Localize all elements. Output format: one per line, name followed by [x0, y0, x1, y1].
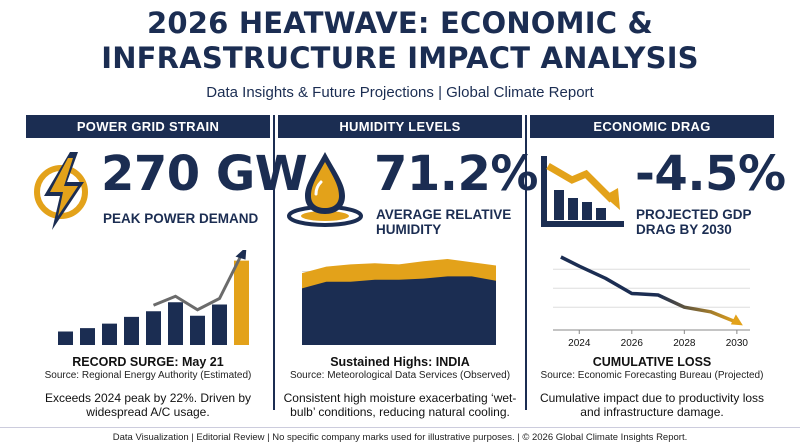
- panel-header-economic: ECONOMIC DRAG: [530, 115, 774, 138]
- caption-source-power: Source: Regional Energy Authority (Estim…: [44, 370, 252, 381]
- metric-label-peak-demand: PEAK POWER DEMAND: [103, 211, 259, 226]
- panel-header-power-grid: POWER GRID STRAIN: [26, 115, 270, 138]
- panel-divider-1: [273, 115, 275, 410]
- lightning-bolt-icon: [34, 152, 88, 230]
- bar-8: [212, 304, 227, 345]
- area-series-2: [302, 276, 496, 345]
- metric-humidity: 71.2%: [374, 146, 539, 202]
- bar-1: [58, 331, 73, 345]
- water-drop-icon: [287, 152, 363, 227]
- bar-7: [190, 315, 205, 345]
- metric-label-gdp-line-1: PROJECTED GDP: [636, 207, 752, 222]
- page-subtitle: Data Insights & Future Projections | Glo…: [206, 84, 594, 101]
- x-tick-label-2028: 2028: [673, 338, 696, 349]
- caption-title-economic: CUMULATIVE LOSS: [592, 355, 712, 369]
- power-demand-bar-chart: [58, 250, 249, 345]
- bar-5: [146, 311, 161, 345]
- title-line-1: 2026 HEATWAVE: ECONOMIC &: [147, 6, 653, 40]
- x-tick-label-2024: 2024: [568, 338, 591, 349]
- panel-divider-2: [525, 115, 527, 410]
- metric-peak-demand: 270 GW: [101, 146, 308, 202]
- bar-4: [124, 316, 139, 345]
- metric-label-humidity-line-1: AVERAGE RELATIVE: [376, 207, 512, 222]
- humidity-area-chart: [302, 259, 496, 345]
- bar-3: [102, 323, 117, 345]
- gdp-loss-line-chart: 2024 2026 2028 2030: [553, 255, 750, 349]
- caption-title-power: RECORD SURGE: May 21: [72, 355, 224, 369]
- caption-source-humidity: Source: Meteorological Data Services (Ob…: [289, 370, 511, 381]
- bar-9: [234, 260, 249, 345]
- caption-desc-economic: Cumulative impact due to productivity lo…: [539, 391, 765, 419]
- metric-label-humidity: AVERAGE RELATIVE HUMIDITY: [376, 207, 511, 237]
- metric-label-gdp-line-2: DRAG BY 2030: [636, 222, 732, 237]
- metric-gdp-drag: -4.5%: [635, 146, 786, 202]
- x-tick-label-2026: 2026: [621, 338, 644, 349]
- caption-title-humidity: Sustained Highs: INDIA: [330, 355, 470, 369]
- caption-desc-power: Exceeds 2024 peak by 22%. Driven by wide…: [44, 391, 252, 419]
- trend-line: [152, 253, 243, 312]
- title-line-2: INFRASTRUCTURE IMPACT ANALYSIS: [101, 41, 699, 75]
- footer: Data Visualization | Editorial Review | …: [0, 427, 800, 447]
- caption-source-economic: Source: Economic Forecasting Bureau (Pro…: [540, 370, 764, 381]
- metric-label-humidity-line-2: HUMIDITY: [376, 222, 442, 237]
- trend-arrowhead: [235, 250, 247, 260]
- gdp-line: [560, 255, 738, 325]
- metric-label-gdp: PROJECTED GDP DRAG BY 2030: [636, 207, 752, 237]
- panel-header-humidity: HUMIDITY LEVELS: [278, 115, 522, 138]
- bar-6: [168, 302, 183, 345]
- caption-desc-humidity: Consistent high moisture exacerbating ‘w…: [283, 391, 517, 419]
- declining-chart-icon: [541, 156, 624, 227]
- gdp-line-arrowhead: [730, 314, 743, 326]
- page-title: 2026 HEATWAVE: ECONOMIC & INFRASTRUCTURE…: [0, 6, 800, 76]
- bar-2: [80, 328, 95, 345]
- x-tick-label-2030: 2030: [726, 338, 749, 349]
